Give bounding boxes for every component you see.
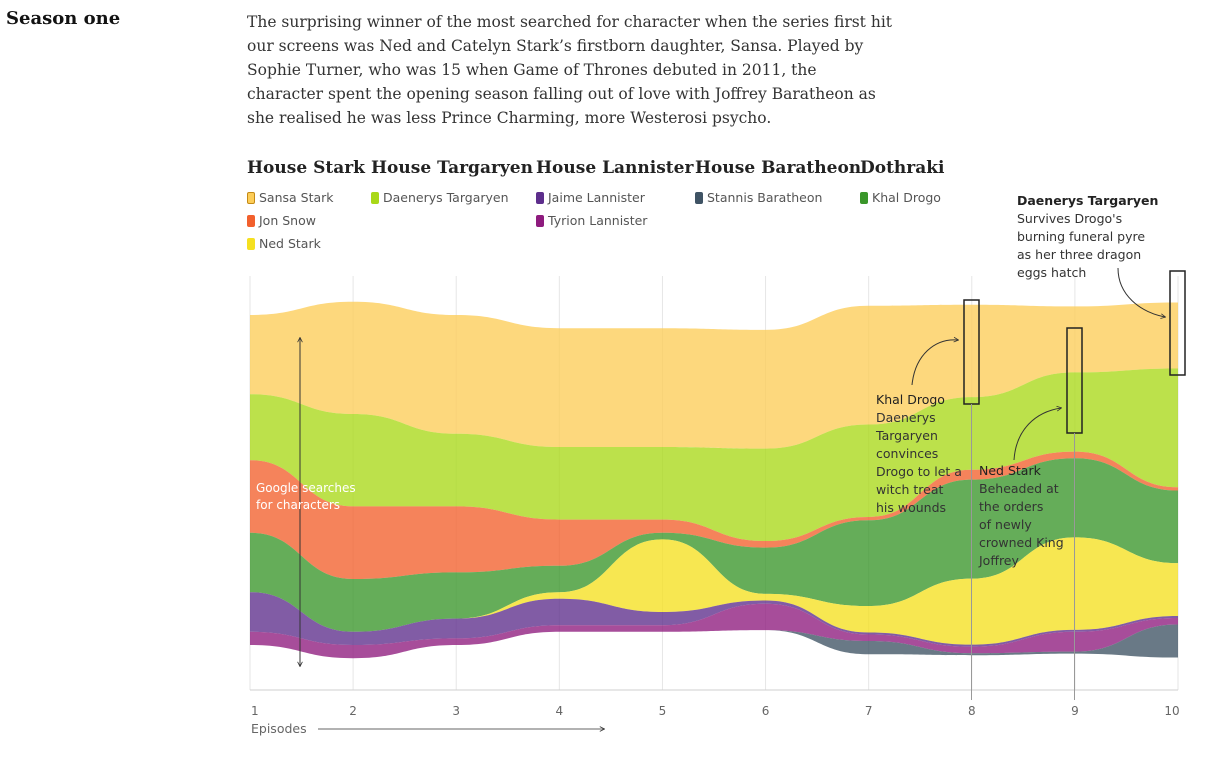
annotation-text: Drogo to let a: [876, 464, 962, 479]
legend-label: Ned Stark: [259, 236, 321, 251]
annotation-text: convinces: [876, 446, 938, 461]
annotation-text: witch treat: [876, 482, 943, 497]
legend-swatch: [247, 215, 255, 227]
annotation-text: Beheaded at: [979, 481, 1059, 496]
legend-swatch: [247, 238, 255, 250]
annotation-arrow: [1013, 408, 1061, 461]
annotation-text: Survives Drogo's: [1017, 211, 1122, 226]
annotation-text: eggs hatch: [1017, 265, 1086, 280]
legend-item-stannis-baratheon: Stannis Baratheon: [695, 190, 861, 213]
band-ned-stark: [250, 537, 1178, 645]
house-targaryen: House Targaryen Daenerys Targaryen: [371, 158, 533, 213]
house-title: House Lannister: [536, 158, 694, 178]
legend-item-tyrion-lannister: Tyrion Lannister: [536, 213, 693, 236]
house-baratheon: House Baratheon Stannis Baratheon: [695, 158, 861, 213]
band-khal-drogo: [250, 458, 1178, 632]
band-jaime-lannister: [250, 592, 1178, 647]
x-tick-label: 1: [251, 704, 259, 718]
x-axis: 1 2 3 4 5 6 7 8 9 10 Episodes: [250, 689, 1180, 736]
highlight-box: [1169, 270, 1186, 376]
legend-item-jon-snow: Jon Snow: [247, 213, 365, 236]
annotation-title: Ned Stark: [979, 463, 1042, 478]
season-title: Season one: [6, 8, 121, 29]
y-axis-title-line2: for characters: [256, 498, 340, 512]
legend-swatch: [860, 192, 868, 204]
house-title: House Targaryen: [371, 158, 533, 178]
annotation-text: Targaryen: [875, 428, 938, 443]
x-tick-label: 2: [349, 704, 357, 718]
annotation-khal-drogo: Khal Drogo Daenerys Targaryen convinces Drog…: [875, 392, 962, 515]
legend-label: Jon Snow: [259, 213, 316, 228]
house-lannister: House Lannister Jaime Lannister Tyrion L…: [536, 158, 693, 236]
legend-item-jaime-lannister: Jaime Lannister: [536, 190, 693, 213]
y-axis-title: Google searches: [256, 481, 356, 495]
x-tick-label: 5: [659, 704, 667, 718]
annotation-text: crowned King: [979, 535, 1064, 550]
x-tick-label: 3: [452, 704, 460, 718]
house-stark: House Stark Sansa Stark Jon Snow Ned Sta…: [247, 158, 365, 259]
legend-swatch: [695, 192, 703, 204]
chart-annotations: Google searches for characters Khal Drogo D…: [256, 193, 1186, 700]
house-dothraki: Dothraki Khal Drogo: [860, 158, 945, 213]
annotation-daenerys-targaryen: Daenerys Targaryen Survives Drogo's burnin…: [1017, 193, 1158, 280]
legend-label: Jaime Lannister: [548, 190, 645, 205]
x-tick-label: 10: [1164, 704, 1179, 718]
annotation-text: burning funeral pyre: [1017, 229, 1145, 244]
annotation-text: Joffrey: [978, 553, 1020, 568]
annotation-arrow: [1117, 267, 1165, 317]
x-tick-label: 7: [865, 704, 873, 718]
legend-label: Stannis Baratheon: [707, 190, 823, 205]
x-tick-label: 4: [556, 704, 564, 718]
legend-swatch: [536, 192, 544, 204]
annotation-title: Daenerys Targaryen: [1017, 193, 1158, 208]
annotation-text: of newly: [979, 517, 1032, 532]
annotation-text: his wounds: [876, 500, 946, 515]
season-intro: The surprising winner of the most search…: [247, 13, 893, 127]
legend-swatch: [247, 192, 255, 204]
house-title: House Baratheon: [695, 158, 862, 178]
annotation-ned-stark: Ned Stark Beheaded at the orders of newly cr…: [978, 463, 1064, 568]
x-tick-label: 9: [1071, 704, 1079, 718]
legend-item-khal-drogo: Khal Drogo: [860, 190, 945, 213]
annotation-text: Daenerys: [876, 410, 936, 425]
legend-label: Tyrion Lannister: [548, 213, 648, 228]
house-title: Dothraki: [860, 158, 945, 178]
legend-item-daenerys-targaryen: Daenerys Targaryen: [371, 190, 533, 213]
band-jon-snow: [250, 451, 1178, 579]
annotation-text: the orders: [979, 499, 1043, 514]
x-axis-title: Episodes: [251, 721, 307, 736]
legend-label: Sansa Stark: [259, 190, 334, 205]
band-tyrion-lannister: [250, 603, 1178, 659]
x-tick-label: 8: [968, 704, 976, 718]
band-daenerys-targaryen: [250, 368, 1178, 542]
legend-label: Daenerys Targaryen: [383, 190, 509, 205]
legend-item-ned-stark: Ned Stark: [247, 236, 365, 259]
house-title: House Stark: [247, 158, 365, 178]
x-tick-label: 6: [762, 704, 770, 718]
legend-label: Khal Drogo: [872, 190, 941, 205]
series-bands: [250, 301, 1178, 659]
legend-swatch: [536, 215, 544, 227]
annotation-text: as her three dragon: [1017, 247, 1141, 262]
annotation-title: Khal Drogo: [876, 392, 945, 407]
band-sansa-stark: [250, 301, 1178, 449]
legend-swatch: [371, 192, 379, 204]
legend-item-sansa-stark: Sansa Stark: [247, 190, 365, 213]
annotation-arrow: [911, 340, 958, 386]
